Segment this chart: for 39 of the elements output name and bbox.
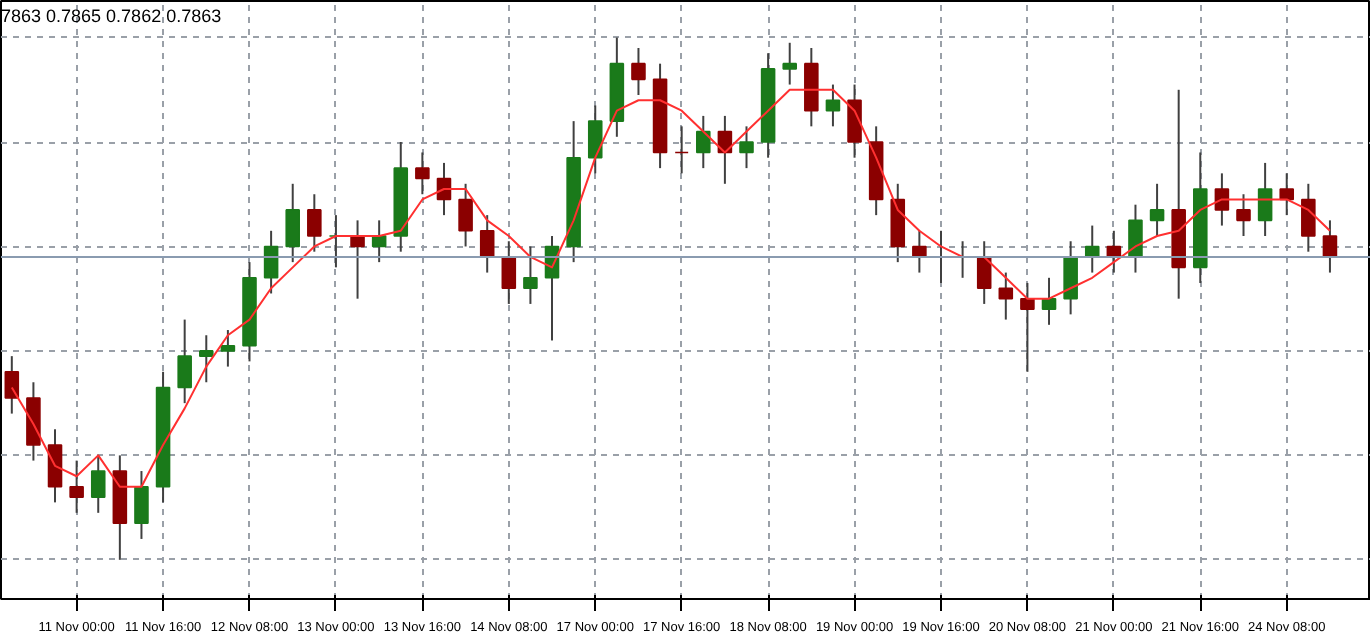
candlestick bbox=[415, 151, 430, 196]
candlestick bbox=[90, 454, 106, 514]
candlestick bbox=[69, 459, 84, 514]
candlestick bbox=[134, 470, 149, 540]
candlestick bbox=[177, 318, 192, 405]
candlestick bbox=[26, 381, 41, 462]
candlestick bbox=[890, 182, 906, 264]
candlestick bbox=[1279, 172, 1295, 217]
candlestick bbox=[1301, 182, 1316, 253]
candlestick bbox=[199, 334, 214, 384]
candlestick bbox=[1257, 161, 1273, 238]
candlestick bbox=[1236, 193, 1251, 238]
candlestick bbox=[825, 83, 841, 128]
candlestick bbox=[1128, 203, 1143, 274]
candlestick bbox=[263, 229, 279, 295]
candlestick bbox=[739, 125, 754, 170]
candlestick bbox=[631, 47, 646, 97]
candlestick bbox=[307, 193, 322, 253]
candlestick bbox=[1020, 282, 1035, 373]
candlestick bbox=[696, 114, 711, 170]
candlestick bbox=[674, 125, 689, 175]
text: 7863 0.7865 0.7862 0.7863 bbox=[1, 6, 222, 27]
candlestick bbox=[501, 240, 517, 305]
candlestick bbox=[1322, 219, 1338, 274]
candlestick bbox=[1149, 182, 1165, 238]
candlestick bbox=[285, 182, 300, 264]
candlestick bbox=[523, 245, 538, 305]
candlestick bbox=[458, 182, 473, 248]
candlestick bbox=[587, 104, 603, 175]
candlestick bbox=[804, 47, 819, 128]
candlestick bbox=[1214, 172, 1230, 227]
candlestick bbox=[4, 355, 20, 415]
candlestick bbox=[220, 329, 236, 368]
candlestick bbox=[998, 271, 1014, 321]
candlestick bbox=[1063, 240, 1078, 316]
candlestick bbox=[479, 214, 495, 274]
candlestick bbox=[847, 83, 862, 159]
candlestick bbox=[47, 428, 63, 504]
candlestick bbox=[782, 41, 798, 86]
